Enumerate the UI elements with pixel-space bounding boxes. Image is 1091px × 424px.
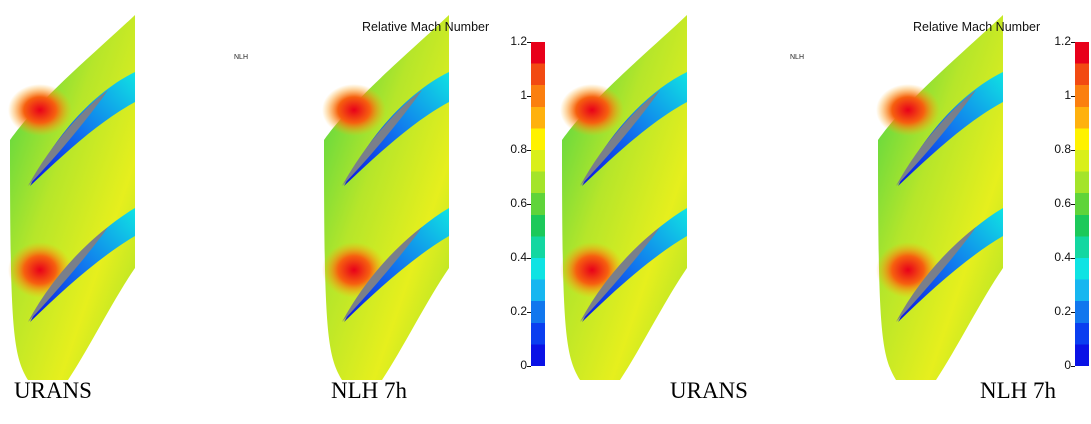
colorbar-tick-label: 1 xyxy=(1064,88,1071,102)
colorbar-tick-label: 0.6 xyxy=(510,196,527,210)
colorbar-title-1: Relative Mach Number xyxy=(362,20,490,34)
colorbar-tick-label: 0.4 xyxy=(510,250,527,264)
colorbar-tick-label: 1.2 xyxy=(1054,34,1071,48)
colorbar-tick-mark xyxy=(527,42,531,43)
colorbar-tick-mark xyxy=(527,204,531,205)
caption-urans-1: URANS xyxy=(14,378,92,403)
colorbar-tick-mark xyxy=(1071,258,1075,259)
colorbar-2 xyxy=(1075,42,1089,366)
colorbar-tick-label: 0.2 xyxy=(1054,304,1071,318)
small-label-1: NLH xyxy=(234,54,249,61)
contour-panel-4 xyxy=(876,10,1016,380)
small-label-2: NLH xyxy=(790,54,805,61)
colorbar-tick-label: 0.2 xyxy=(510,304,527,318)
caption-nlh-2: NLH 7h xyxy=(980,378,1057,403)
colorbar-tick-mark xyxy=(527,150,531,151)
colorbar-tick-label: 0.8 xyxy=(510,142,527,156)
colorbar-tick-label: 1.2 xyxy=(510,34,527,48)
colorbar-tick-label: 0.6 xyxy=(1054,196,1071,210)
colorbar-tick-mark xyxy=(527,366,531,367)
caption-urans-2: URANS xyxy=(670,378,748,403)
colorbar-tick-label: 0 xyxy=(1064,358,1071,372)
colorbar-tick-mark xyxy=(1071,42,1075,43)
colorbar-title-2: Relative Mach Number xyxy=(913,20,1041,34)
contour-panel-3 xyxy=(560,10,700,380)
colorbar-tick-mark xyxy=(1071,204,1075,205)
colorbar-tick-mark xyxy=(527,258,531,259)
colorbar-tick-label: 0 xyxy=(520,358,527,372)
contour-panel-1 xyxy=(8,10,148,380)
colorbar-1 xyxy=(531,42,545,366)
colorbar-tick-mark xyxy=(527,96,531,97)
contour-panel-2 xyxy=(322,10,462,380)
caption-nlh-1: NLH 7h xyxy=(331,378,408,403)
colorbar-tick-mark xyxy=(1071,366,1075,367)
colorbar-tick-mark xyxy=(527,312,531,313)
colorbar-tick-mark xyxy=(1071,312,1075,313)
colorbar-tick-label: 0.8 xyxy=(1054,142,1071,156)
colorbar-tick-mark xyxy=(1071,150,1075,151)
colorbar-tick-mark xyxy=(1071,96,1075,97)
colorbar-tick-label: 0.4 xyxy=(1054,250,1071,264)
colorbar-tick-label: 1 xyxy=(520,88,527,102)
